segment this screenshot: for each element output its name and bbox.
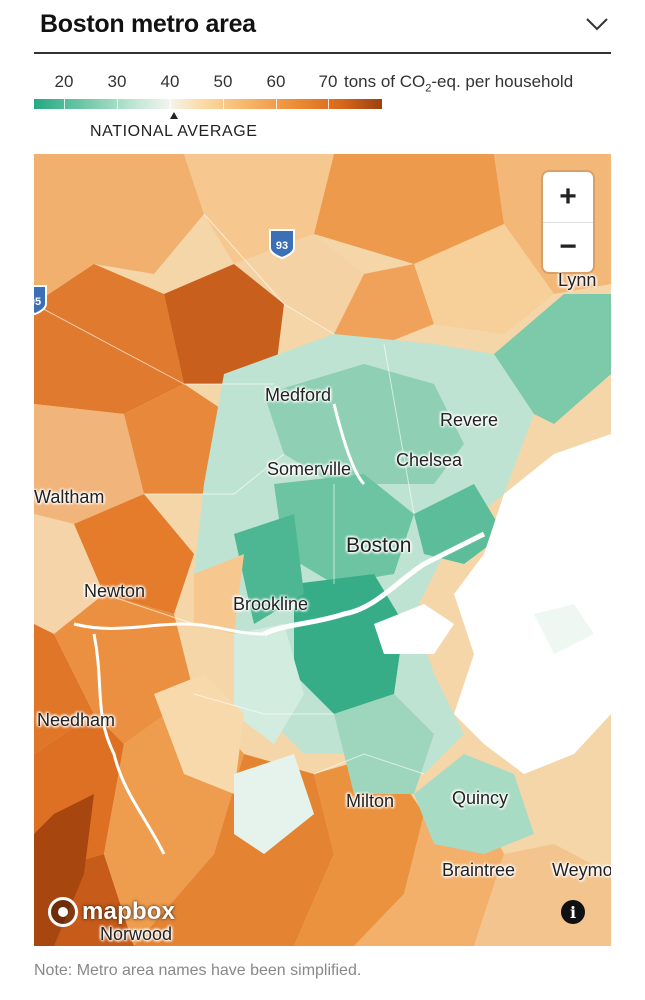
zoom-out-button[interactable]: − <box>559 230 577 263</box>
legend-tick-50: 50 <box>213 72 233 91</box>
city-label-boston: Boston <box>346 534 412 557</box>
info-icon[interactable]: i <box>561 900 585 924</box>
color-legend: 20 30 40 50 60 70 tons of CO2-eq. per ho… <box>34 66 594 146</box>
legend-tick-40: 40 <box>160 72 180 91</box>
city-label-medford: Medford <box>265 385 332 405</box>
national-average-label: NATIONAL AVERAGE <box>90 123 258 140</box>
city-label-braintree: Braintree <box>442 860 516 880</box>
svg-text:95: 95 <box>34 296 41 308</box>
city-label-chelsea: Chelsea <box>396 450 463 470</box>
svg-text:93: 93 <box>276 240 288 252</box>
legend-color-bar <box>34 99 382 109</box>
highway-shield-93: 93 <box>269 229 295 260</box>
legend-tick-60: 60 <box>266 72 286 91</box>
zoom-in-button[interactable]: + <box>543 172 593 223</box>
legend-bar-tick <box>117 99 118 109</box>
legend-bar-tick <box>328 99 329 109</box>
city-label-lynn: Lynn <box>558 270 597 290</box>
mapbox-attribution: mapbox <box>82 898 176 925</box>
legend-unit: tons of CO2-eq. per household <box>344 72 574 95</box>
map-canvas[interactable]: 93 95 <box>34 154 611 946</box>
city-label-waltham: Waltham <box>34 487 105 507</box>
choropleth-map[interactable]: 93 95 Lynn Medford Revere Somerville Che… <box>34 154 611 946</box>
legend-tick-70: 70 <box>318 72 338 91</box>
footnote: Note: Metro area names have been simplif… <box>34 962 362 979</box>
city-label-somerville: Somerville <box>267 459 352 479</box>
mapbox-logo[interactable]: mapbox <box>48 896 175 928</box>
legend-tick-20: 20 <box>54 72 74 91</box>
chevron-down-icon[interactable] <box>585 16 609 32</box>
legend-bar-tick <box>170 99 171 109</box>
city-label-weymouth: Weymo <box>552 860 611 880</box>
city-label-quincy: Quincy <box>452 788 509 808</box>
city-label-needham: Needham <box>37 710 116 730</box>
zoom-control: + − <box>543 172 593 272</box>
city-label-newton: Newton <box>84 581 146 601</box>
city-label-revere: Revere <box>440 410 499 430</box>
legend-tick-30: 30 <box>107 72 127 91</box>
highway-shield-95: 95 <box>34 285 47 316</box>
city-label-brookline: Brookline <box>233 594 309 614</box>
legend-bar-tick <box>223 99 224 109</box>
national-average-marker <box>170 112 178 119</box>
legend-bar-tick <box>276 99 277 109</box>
city-label-norwood: Norwood <box>100 924 173 944</box>
mapbox-icon <box>48 897 78 927</box>
header: Boston metro area <box>34 0 611 54</box>
city-label-milton: Milton <box>346 791 395 811</box>
map-title: Boston metro area <box>40 10 256 38</box>
legend-bar-tick <box>64 99 65 109</box>
